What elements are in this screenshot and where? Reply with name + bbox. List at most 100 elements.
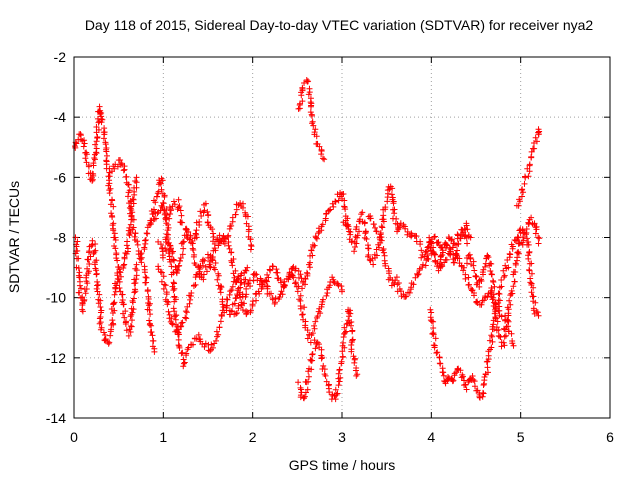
data-point-trace-n — [532, 299, 539, 306]
data-point-trace-d — [167, 258, 174, 265]
data-point-trace-k — [339, 354, 346, 361]
data-point-trace-b — [107, 332, 114, 339]
data-point-trace-b — [114, 272, 121, 279]
data-point-trace-o — [491, 283, 498, 290]
data-point-trace-m — [422, 262, 429, 269]
data-point-trace-o — [476, 283, 483, 290]
data-point-trace-o — [488, 287, 495, 294]
data-point-trace-j — [318, 151, 325, 158]
data-point-trace-n — [427, 306, 434, 313]
data-point-trace-a — [109, 212, 116, 219]
data-point-trace-m — [510, 342, 517, 349]
data-point-trace-e — [215, 272, 222, 279]
data-point-trace-k — [335, 382, 342, 389]
data-point-trace-p — [528, 148, 535, 155]
data-point-trace-g — [229, 262, 236, 269]
data-point-trace-d — [179, 349, 186, 356]
data-point-trace-e — [242, 276, 249, 283]
data-point-trace-e — [219, 301, 226, 308]
data-point-trace-g — [179, 251, 186, 258]
data-point-trace-g — [190, 247, 197, 254]
data-point-trace-k — [351, 355, 358, 362]
data-point-trace-h — [307, 259, 314, 266]
data-point-trace-h — [295, 268, 302, 275]
data-point-trace-d — [216, 324, 223, 331]
data-point-trace-d — [209, 344, 216, 351]
data-point-trace-b — [96, 315, 103, 322]
data-point-trace-b — [92, 247, 99, 254]
data-point-trace-g — [190, 253, 197, 260]
data-point-trace-o — [488, 284, 495, 291]
data-point-trace-c — [125, 189, 132, 196]
data-point-trace-q — [430, 244, 437, 251]
data-point-trace-f — [210, 230, 217, 237]
data-point-trace-o — [492, 314, 499, 321]
data-point-trace-f — [162, 216, 169, 223]
data-point-trace-e — [163, 291, 170, 298]
data-point-trace-k — [349, 336, 356, 343]
data-point-trace-a — [131, 276, 138, 283]
data-point-trace-n — [488, 344, 495, 351]
data-point-trace-k — [297, 384, 304, 391]
data-point-trace-f — [227, 223, 234, 230]
data-point-trace-l — [382, 204, 389, 211]
data-point-trace-e — [212, 259, 219, 266]
data-point-trace-b — [76, 289, 83, 296]
data-point-trace-m — [381, 257, 388, 264]
data-point-trace-p — [518, 193, 525, 200]
data-point-trace-j — [299, 98, 306, 105]
data-point-trace-a — [82, 155, 89, 162]
data-point-trace-c — [148, 322, 155, 329]
data-point-trace-b — [101, 332, 108, 339]
data-point-trace-b — [86, 261, 93, 268]
data-point-trace-a — [110, 227, 117, 234]
data-point-trace-b — [85, 270, 92, 277]
data-point-trace-g — [167, 245, 174, 252]
data-point-trace-a — [93, 145, 100, 152]
data-point-trace-c — [147, 311, 154, 318]
data-point-trace-b — [85, 256, 92, 263]
data-point-trace-q — [437, 264, 444, 271]
data-point-trace-p — [515, 202, 522, 209]
data-point-trace-h — [342, 206, 349, 213]
data-point-trace-m — [370, 221, 377, 228]
data-point-trace-i — [272, 295, 279, 302]
y-tick-label: -4 — [54, 109, 67, 125]
data-point-trace-a — [106, 180, 113, 187]
data-point-trace-e — [183, 309, 190, 316]
data-point-trace-g — [207, 258, 214, 265]
data-point-trace-j — [303, 77, 310, 84]
data-point-trace-q — [446, 245, 453, 252]
data-point-trace-n — [528, 260, 535, 267]
data-point-trace-q — [439, 252, 446, 259]
data-point-trace-f — [193, 227, 200, 234]
data-point-trace-g — [163, 247, 170, 254]
data-point-trace-k — [332, 386, 339, 393]
data-point-trace-g — [179, 239, 186, 246]
data-point-trace-d — [168, 271, 175, 278]
data-point-trace-e — [160, 285, 167, 292]
data-point-trace-m — [508, 330, 515, 337]
data-point-trace-h — [269, 263, 276, 270]
data-point-trace-o — [507, 301, 514, 308]
data-point-trace-o — [486, 262, 493, 269]
data-point-trace-i — [297, 292, 304, 299]
data-point-trace-o — [511, 278, 518, 285]
data-point-trace-m — [395, 279, 402, 286]
data-point-trace-g — [180, 238, 187, 245]
data-point-trace-h — [346, 228, 353, 235]
data-point-trace-q — [431, 251, 438, 258]
data-point-trace-f — [198, 213, 205, 220]
data-point-trace-a — [110, 203, 117, 210]
data-point-trace-h — [264, 271, 271, 278]
data-point-trace-d — [212, 337, 219, 344]
data-point-trace-m — [478, 301, 485, 308]
data-point-trace-a — [107, 185, 114, 192]
data-point-trace-b — [76, 282, 83, 289]
data-point-trace-l — [417, 241, 424, 248]
data-point-trace-p — [528, 154, 535, 161]
data-point-trace-n — [442, 380, 449, 387]
data-point-trace-l — [379, 224, 386, 231]
data-point-trace-l — [351, 238, 358, 245]
data-point-trace-b — [79, 308, 86, 315]
